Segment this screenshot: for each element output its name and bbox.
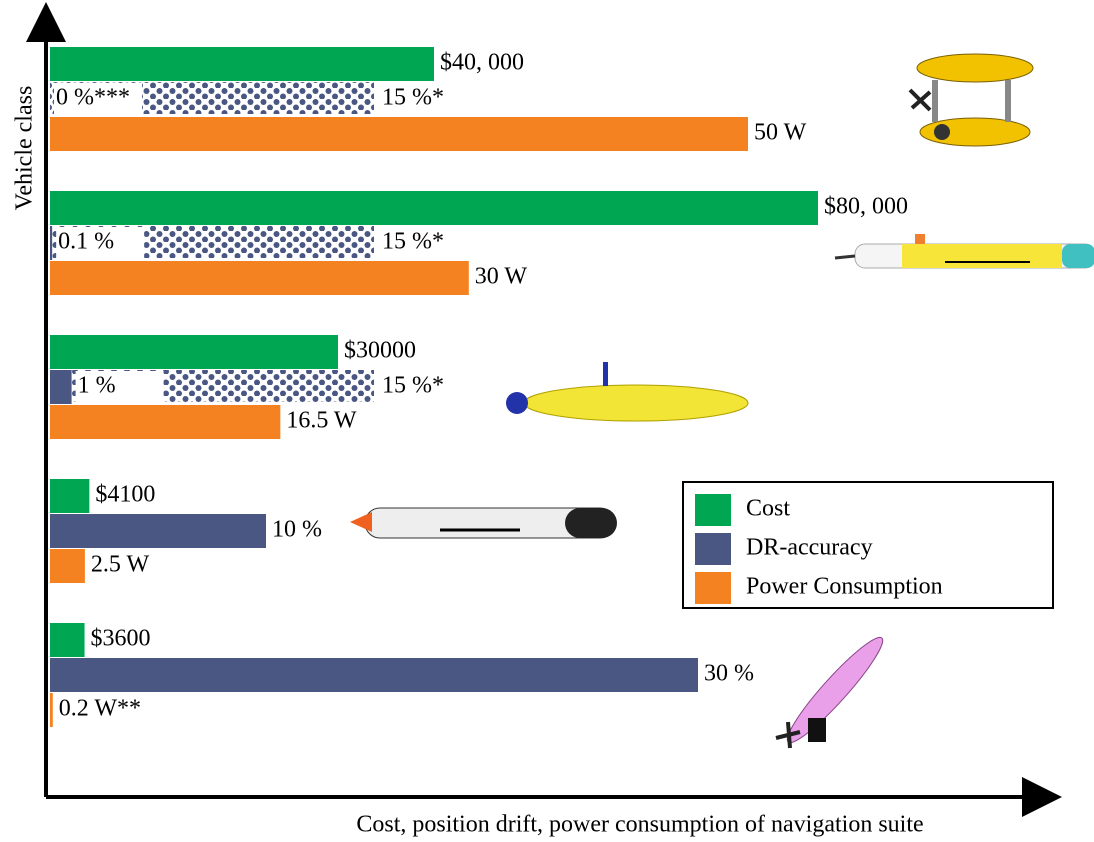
value-label: $40, 000 (440, 50, 524, 76)
value-label: 0.2 W** (59, 696, 141, 722)
legend-items: Cost DR-accuracy Power Consumption (695, 494, 943, 604)
vehicle-icon (506, 362, 749, 422)
legend-swatch (695, 533, 731, 565)
bar (50, 658, 698, 692)
bar (50, 47, 434, 81)
value-label: 10 % (272, 517, 322, 543)
value-label: 2.5 W (91, 552, 150, 578)
value-label: $80, 000 (824, 194, 908, 220)
legend-label: Cost (746, 496, 790, 522)
label-background (75, 371, 164, 403)
value-label: $30000 (344, 338, 416, 364)
vehicle-icon (834, 234, 1094, 269)
bar (50, 405, 281, 439)
bar (50, 191, 818, 225)
value-label: 0.1 % (58, 229, 114, 255)
estimate-label: 15 %* (382, 229, 444, 255)
bar (50, 514, 266, 548)
estimate-label: 15 %* (382, 373, 444, 399)
value-label: $4100 (95, 482, 155, 508)
vehicle-icon (775, 636, 884, 749)
bar (50, 623, 85, 657)
value-label: 50 W (754, 120, 807, 146)
value-label: 1 % (78, 373, 116, 399)
vehicle-icon (350, 507, 617, 539)
bar (50, 693, 53, 727)
bar (50, 479, 90, 513)
bar (50, 335, 338, 369)
bar (50, 226, 53, 260)
plot: 15 %* 15 %* 15 %* $40, 000 $80, 000 $30000 $41… (50, 47, 908, 727)
legend-label: DR-accuracy (746, 535, 873, 561)
legend-swatch (695, 494, 731, 526)
label-background (54, 83, 142, 115)
bar (50, 117, 748, 151)
legend: Cost DR-accuracy Power Consumption (682, 481, 1054, 609)
value-label: 30 W (475, 264, 528, 290)
x-axis-label: Cost, position drift, power consumption … (356, 812, 923, 838)
vehicle-icons (350, 53, 1094, 749)
estimate-label: 15 %* (382, 85, 444, 111)
legend-box (682, 481, 1054, 609)
value-label: 0 %*** (56, 85, 130, 111)
y-axis-label: Vehicle class (12, 86, 38, 211)
value-label: 16.5 W (286, 408, 357, 434)
value-label: $3600 (91, 626, 151, 652)
bar (50, 549, 85, 583)
legend-label: Power Consumption (746, 574, 943, 600)
bar (50, 261, 469, 295)
value-label: 30 % (704, 661, 754, 687)
bar (50, 370, 72, 404)
vehicle-icon (908, 53, 1034, 147)
legend-swatch (695, 572, 731, 604)
label-background (56, 227, 145, 259)
